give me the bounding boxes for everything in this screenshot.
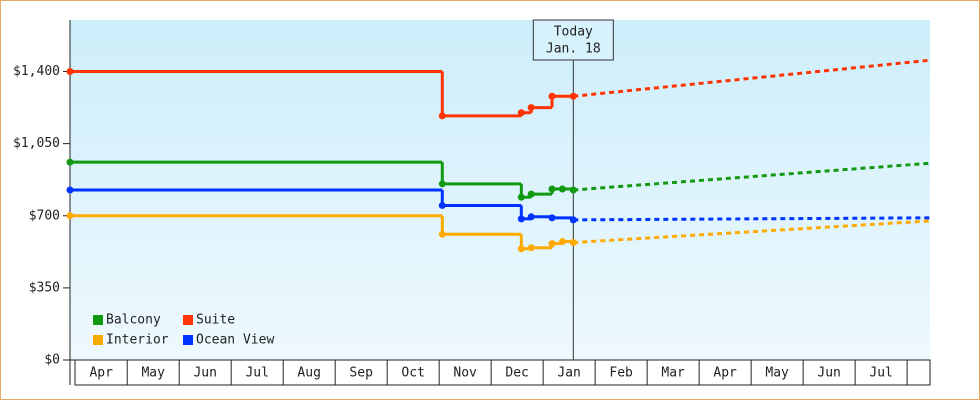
forecast-line [573, 161, 931, 192]
legend-swatch [93, 335, 103, 345]
point [66, 68, 74, 76]
x-tick-label: Apr [713, 366, 737, 381]
y-tick-label: $1,400 [13, 64, 60, 79]
point [517, 245, 525, 253]
x-tick-label: Apr [89, 366, 113, 381]
x-tick-label: Jul [245, 366, 268, 381]
point [548, 185, 556, 193]
y-tick-label: $350 [29, 280, 60, 295]
point [527, 213, 535, 221]
point [527, 190, 535, 198]
legend-swatch [93, 315, 103, 325]
point [558, 185, 566, 193]
point [558, 238, 566, 246]
x-tick-label: May [141, 366, 165, 381]
forecast-line [573, 58, 931, 98]
x-tick-label: Jun [817, 366, 840, 381]
point [569, 216, 577, 224]
y-tick-label: $1,050 [13, 136, 60, 151]
point [438, 112, 446, 120]
y-tick-label: $700 [29, 208, 60, 223]
point [569, 92, 577, 100]
x-tick-label: Jan [557, 366, 580, 381]
legend-label: Interior [106, 333, 169, 348]
point [527, 244, 535, 252]
x-tick-label: Aug [297, 366, 320, 381]
point [569, 239, 577, 247]
legend-label: Balcony [106, 313, 161, 328]
point [66, 186, 74, 194]
today-label: Jan. 18 [546, 42, 601, 57]
today-box [532, 19, 614, 61]
point [517, 193, 525, 201]
x-tick-label: Nov [453, 366, 477, 381]
point [569, 186, 577, 194]
legend-swatch [183, 315, 193, 325]
point [527, 104, 535, 112]
x-tick-label: Dec [505, 366, 528, 381]
y-tick-label: $0 [44, 353, 60, 368]
point [66, 212, 74, 220]
forecast-line [573, 216, 931, 222]
x-tick-label: May [765, 366, 789, 381]
x-tick-label: Jun [193, 366, 216, 381]
point [438, 230, 446, 238]
x-tick-label: Sep [349, 366, 373, 381]
legend-label: Suite [196, 313, 235, 328]
forecast-line [573, 219, 931, 245]
x-tick-label: Feb [609, 366, 633, 381]
x-tick-label: Oct [401, 366, 424, 381]
point [548, 240, 556, 248]
today-label: Today [554, 25, 593, 40]
point [438, 201, 446, 209]
point [548, 92, 556, 100]
point [517, 109, 525, 117]
point [517, 215, 525, 223]
point [438, 180, 446, 188]
point [66, 158, 74, 166]
x-tick-label: Mar [661, 366, 685, 381]
legend-swatch [183, 335, 193, 345]
legend-label: Ocean View [196, 333, 274, 348]
x-tick-label: Jul [869, 366, 892, 381]
point [548, 214, 556, 222]
